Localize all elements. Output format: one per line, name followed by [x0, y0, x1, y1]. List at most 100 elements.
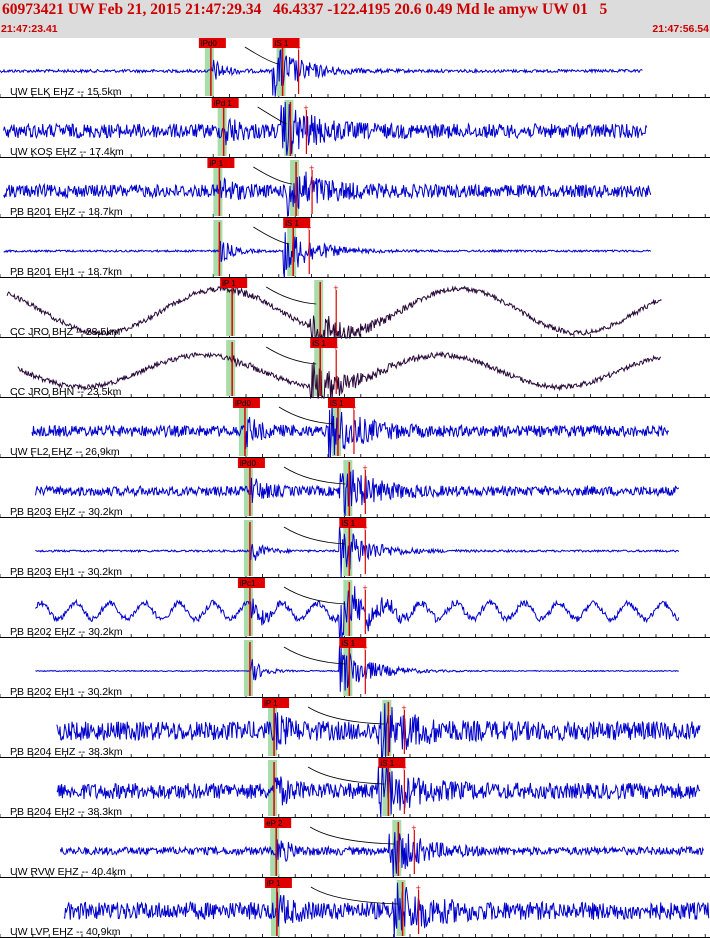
arrival-curve: [278, 406, 334, 425]
waveform-trace: [63, 882, 710, 938]
waveform-trace: [3, 171, 652, 217]
waveform-trace: [3, 101, 648, 156]
p-pick-box: [237, 578, 265, 588]
p-pick-box: [232, 398, 260, 408]
station-label: PB B203 EHZ -- 30.2km: [10, 506, 123, 518]
arrival-curve: [265, 346, 317, 365]
p-pick-label: iPd0: [235, 399, 252, 408]
coda-marker: +: [401, 703, 406, 713]
event-header: 60973421 UW Feb 21, 2015 21:47:29.34 46.…: [0, 0, 710, 38]
arrival-curve: [307, 766, 385, 785]
s-pick-label: iS 1: [341, 639, 355, 648]
arrival-curve: [257, 106, 287, 125]
p-window: [213, 220, 223, 276]
s-pick-label: iS 1: [312, 339, 326, 348]
p-window: [238, 400, 248, 456]
arrival-curve: [253, 166, 293, 185]
station-label: PB B202 EH1 -- 30.2km: [10, 686, 122, 698]
waveform-trace: [35, 526, 680, 578]
station-label: PB B204 EHZ -- 38.3km: [10, 746, 123, 758]
s-pick-box: [310, 338, 338, 348]
waveform-trace: [0, 48, 643, 97]
station-label: UW FL2 EHZ -- 26.9km: [10, 446, 120, 458]
p-window: [204, 40, 214, 96]
coda-window: [314, 280, 324, 336]
station-label: PB B203 EH1 -- 30.2km: [10, 566, 122, 578]
p-window: [243, 640, 253, 696]
coda-marker: +: [362, 463, 367, 473]
seismogram-plot: + iPd0 iS 1 UW ELK EHZ -- 15.5km + iPd 1 UW KO…: [0, 38, 710, 938]
coda-window: [287, 220, 297, 276]
coda-window: [396, 880, 406, 936]
p-pick-box: [211, 98, 239, 108]
arrival-curve: [253, 226, 290, 245]
p-window: [243, 460, 253, 516]
waveform-trace: [56, 703, 701, 759]
p-pick-box: [220, 278, 248, 288]
waveform-trace: [59, 832, 704, 878]
p-pick-box: [237, 458, 265, 468]
station-label: PB B201 EH1 -- 18.7km: [10, 266, 122, 278]
arrival-curve: [283, 646, 346, 665]
coda-window: [343, 640, 353, 696]
station-label: UW ELK EHZ -- 15.5km: [10, 86, 122, 98]
p-pick-label: iP 1: [264, 699, 278, 708]
p-pick-label: eP 2: [266, 819, 283, 828]
coda-marker: +: [411, 823, 416, 833]
event-title: 60973421 UW Feb 21, 2015 21:47:29.34 46.…: [2, 1, 608, 18]
p-window: [268, 700, 278, 756]
waveform-trace: [35, 469, 680, 517]
p-window: [243, 580, 253, 636]
coda-marker: +: [362, 583, 367, 593]
coda-window: [382, 700, 392, 756]
station-label: PB B202 EHZ -- 30.2km: [10, 626, 123, 638]
coda-marker: +: [416, 883, 421, 893]
coda-marker: +: [309, 163, 314, 173]
waveform-trace: [3, 232, 652, 279]
s-pick-label: iS 1: [380, 759, 394, 768]
arrival-curve: [310, 886, 399, 905]
arrival-curve: [283, 526, 346, 545]
s-pick-box: [339, 638, 367, 648]
p-pick-label: iPd 1: [214, 99, 233, 108]
p-window: [243, 520, 253, 576]
end-time: 21:47:56.54: [652, 23, 709, 35]
station-label: UW KOS EHZ -- 17.4km: [10, 146, 124, 158]
waveform-trace: [56, 761, 701, 819]
station-label: CC JRO BHN -- 23.5km: [10, 386, 122, 398]
coda-window: [382, 760, 392, 816]
station-label: UW LVP EHZ -- 40.9km: [10, 926, 121, 938]
s-pick-label: iS 1: [275, 39, 289, 48]
waveform-trace: [17, 350, 662, 400]
p-pick-label: iP 1: [222, 279, 236, 288]
p-pick-label: iPd0: [240, 459, 257, 468]
s-pick-label: iS 1: [341, 519, 355, 528]
s-pick-box: [378, 758, 406, 768]
p-pick-box: [264, 878, 292, 888]
coda-marker: +: [333, 283, 338, 293]
arrival-curve: [244, 46, 279, 65]
s-pick-label: iS 1: [285, 219, 299, 228]
coda-window: [314, 340, 324, 396]
p-window: [226, 340, 236, 396]
s-pick-box: [327, 398, 355, 408]
coda-marker: +: [303, 103, 308, 113]
arrival-curve: [265, 286, 317, 305]
waveform-trace: [35, 645, 679, 692]
station-label: PB B204 EH2 -- 38.3km: [10, 806, 122, 818]
p-window: [270, 820, 280, 876]
arrival-curve: [283, 586, 346, 605]
station-label: PB B201 EHZ -- 18.7km: [10, 206, 123, 218]
p-window: [226, 280, 236, 336]
p-pick-label: iPc1: [240, 579, 256, 588]
arrival-curve: [309, 826, 395, 845]
p-pick-box: [207, 158, 235, 168]
p-pick-label: iPd0: [201, 39, 218, 48]
waveform-trace: [35, 586, 680, 639]
p-window: [217, 100, 227, 156]
arrival-curve: [283, 466, 346, 485]
p-pick-box: [262, 698, 290, 708]
s-pick-box: [272, 38, 300, 48]
p-pick-box: [264, 818, 292, 828]
p-pick-label: iP 1: [267, 879, 281, 888]
